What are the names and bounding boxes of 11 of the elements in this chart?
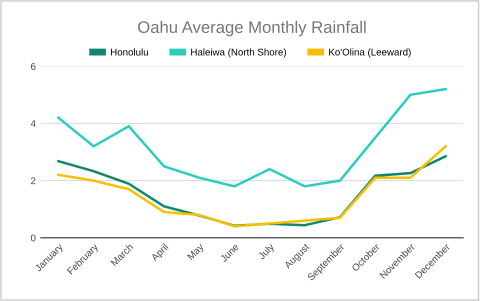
y-tick-label: 0 xyxy=(30,234,36,242)
y-tick-label: 2 xyxy=(31,177,36,184)
y-tick-label: 6 xyxy=(31,62,36,70)
chart-title: Oahu Average Monthly Rainfall xyxy=(138,20,366,36)
y-tick-label: 4 xyxy=(30,120,36,127)
x-tick-label: July xyxy=(257,242,276,262)
x-tick-label: May xyxy=(187,242,206,262)
line-series xyxy=(57,88,447,188)
legend-label: Haleiwa (North Shore) xyxy=(191,48,286,58)
legend-label: Honolulu xyxy=(111,48,148,56)
legend-label: Ko'Olina (Leeward) xyxy=(329,48,411,58)
